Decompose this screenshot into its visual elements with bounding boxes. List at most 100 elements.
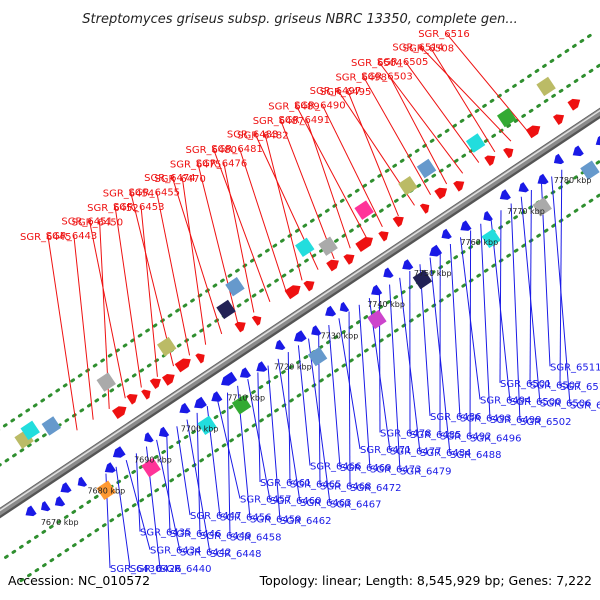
reverse-gene-arrow bbox=[239, 367, 251, 378]
forward-gene-label: SGR_6482 bbox=[237, 131, 289, 142]
reverse-gene-arrow bbox=[60, 482, 72, 493]
axis-band bbox=[0, 108, 600, 516]
reverse-gene-label: SGR_6448 bbox=[210, 549, 262, 560]
map-title: Streptomyces griseus subsp. griseus NBRC… bbox=[82, 12, 517, 27]
reverse-gene-arrow bbox=[311, 325, 322, 336]
forward-gene-arrow bbox=[195, 353, 205, 364]
reverse-gene-label: SGR_6502 bbox=[520, 417, 572, 428]
forward-gene-label: SGR_6474 bbox=[144, 173, 196, 184]
reverse-gene-arrow bbox=[553, 153, 565, 165]
leader-line bbox=[73, 234, 94, 420]
forward-gene-label: SGR_6490 bbox=[294, 100, 346, 111]
scale-tick-label: 7710 kbp bbox=[227, 393, 265, 402]
reverse-gene-label: SGR_6471 bbox=[360, 445, 412, 456]
reverse-gene-label: SGR_6463 bbox=[300, 498, 352, 509]
reverse-gene-label: SGR_6513 bbox=[570, 400, 600, 411]
reverse-gene-label: SGR_6478 bbox=[380, 428, 432, 439]
genome-summary-text: Topology: linear; Length: 8,545,929 bp; … bbox=[259, 573, 592, 588]
forward-gene-arrow bbox=[484, 155, 496, 166]
feature-block bbox=[20, 420, 40, 441]
forward-gene-arrow bbox=[174, 358, 191, 373]
reverse-gene-label: SGR_6442 bbox=[180, 547, 232, 558]
scale-tick-label: 7780 kbp bbox=[554, 176, 592, 185]
leader-line bbox=[348, 311, 351, 487]
leader-line bbox=[449, 243, 461, 418]
leader-line bbox=[223, 162, 255, 313]
leader-line bbox=[480, 223, 491, 420]
reverse-gene-label: SGR_6492 bbox=[440, 432, 492, 443]
leader-line bbox=[363, 76, 432, 195]
feature-block bbox=[354, 200, 374, 220]
leader-line bbox=[306, 118, 351, 249]
leader-line bbox=[181, 177, 207, 345]
reverse-gene-arrow bbox=[441, 228, 452, 239]
forward-gene-label: SGR_6508 bbox=[403, 44, 455, 55]
reverse-gene-label: SGR_6477 bbox=[390, 447, 442, 458]
forward-gene-label: SGR_6497 bbox=[310, 86, 362, 97]
leader-line bbox=[267, 365, 281, 520]
feature-block bbox=[318, 236, 338, 256]
leader-line bbox=[559, 169, 563, 387]
forward-gene-label: SGR_6450 bbox=[72, 218, 124, 229]
reverse-gene-label: SGR_6446 bbox=[170, 529, 222, 540]
forward-gene-arrow bbox=[284, 285, 301, 300]
feature-block bbox=[465, 133, 486, 153]
forward-gene-label: SGR_6475 bbox=[170, 160, 222, 171]
reverse-gene-arrow bbox=[77, 476, 88, 487]
forward-gene-arrow bbox=[378, 231, 389, 242]
forward-gene-label: SGR_6503 bbox=[361, 71, 413, 82]
leader-line bbox=[130, 192, 174, 367]
reverse-gene-label: SGR_6500 bbox=[510, 397, 562, 408]
reverse-gene-label: SGR_6468 bbox=[320, 481, 372, 492]
feature-block bbox=[216, 299, 236, 320]
forward-gene-arrow bbox=[503, 148, 514, 159]
forward-gene-arrow bbox=[303, 280, 315, 292]
forward-gene-label: SGR_6483 bbox=[227, 129, 279, 140]
leader-line bbox=[430, 47, 496, 153]
reverse-gene-arrow bbox=[537, 173, 549, 185]
forward-gene-label: SGR_6480 bbox=[186, 145, 238, 156]
forward-gene-label: SGR_6452 bbox=[87, 203, 139, 214]
scale-tick-label: 7750 kbp bbox=[414, 269, 452, 278]
reverse-gene-label: SGR_6469 bbox=[340, 463, 392, 474]
leader-line bbox=[321, 104, 383, 228]
scale-tick-label: 7760 kbp bbox=[460, 238, 498, 247]
forward-gene-arrow bbox=[251, 315, 262, 326]
reverse-gene-label: SGR_6486 bbox=[430, 412, 482, 423]
leader-line bbox=[287, 352, 291, 484]
leader-line bbox=[469, 230, 472, 438]
reverse-gene-arrow bbox=[256, 361, 268, 372]
forward-gene-arrow bbox=[162, 374, 175, 386]
forward-gene-label: SGR_6514 bbox=[392, 42, 444, 53]
forward-gene-label: SGR_6495 bbox=[320, 87, 372, 98]
reverse-gene-arrow bbox=[54, 496, 66, 507]
reverse-gene-label: SGR_6507 bbox=[530, 381, 582, 392]
feature-block bbox=[295, 237, 315, 258]
reverse-gene-label: SGR_6460 bbox=[270, 496, 322, 507]
forward-gene-label: SGR_6451 bbox=[61, 216, 113, 227]
reverse-gene-label: SGR_6494 bbox=[480, 395, 532, 406]
leader-line bbox=[88, 220, 126, 399]
leader-line bbox=[389, 284, 401, 471]
gene-arrows bbox=[25, 98, 600, 517]
reverse-gene-arrow bbox=[194, 396, 207, 409]
reverse-gene-label: SGR_6511 bbox=[550, 362, 600, 373]
forward-gene-arrow bbox=[434, 187, 448, 200]
feature-block bbox=[398, 175, 418, 196]
reverse-gene-label: SGR_6459 bbox=[250, 514, 302, 525]
forward-gene-arrow bbox=[567, 98, 581, 111]
feature-block bbox=[157, 336, 177, 357]
reverse-gene-label: SGR_6479 bbox=[400, 466, 452, 477]
forward-gene-label: SGR_6491 bbox=[278, 115, 330, 126]
reverse-gene-label: SGR_6499 bbox=[490, 415, 542, 426]
leader-line bbox=[510, 203, 521, 421]
reverse-gene-label: SGR_6485 bbox=[410, 430, 462, 441]
forward-gene-label: SGR_6445 bbox=[20, 232, 72, 243]
reverse-gene-label: SGR_6488 bbox=[450, 450, 502, 461]
leader-line bbox=[347, 90, 399, 217]
reverse-gene-label: SGR_6434 bbox=[150, 546, 202, 557]
leader-lines bbox=[47, 32, 571, 569]
feature-block bbox=[197, 415, 217, 436]
reverse-gene-label: SGR_6435 bbox=[140, 528, 192, 539]
reverse-gene-arrow bbox=[179, 402, 191, 414]
